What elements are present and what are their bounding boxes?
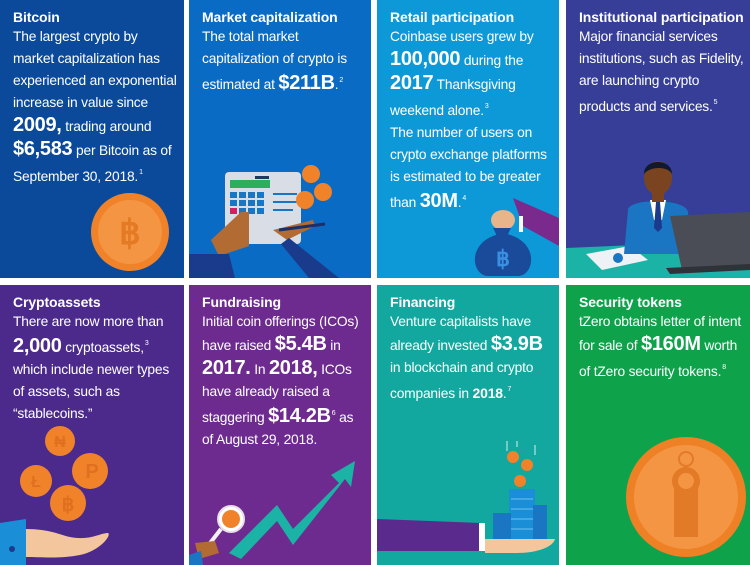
footnote-marker: 1 [139, 169, 143, 176]
panel-body: Major financial services institutions, s… [579, 26, 746, 118]
security-token-coin-icon [626, 437, 746, 557]
panel-text: Financing Venture capitalists have alrea… [390, 293, 555, 405]
panel-text: Fundraising Initial coin offerings (ICOs… [202, 293, 367, 451]
highlight-value: $5.4B [274, 333, 327, 355]
panel-title: Market capitalization [202, 9, 338, 25]
panel-fundraising: Fundraising Initial coin offerings (ICOs… [189, 285, 371, 565]
panel-financing: Financing Venture capitalists have alrea… [377, 285, 559, 565]
highlight-value: $3.9B [490, 333, 543, 355]
highlight-year: 2009, [13, 114, 62, 136]
panel-body: Initial coin offerings (ICOs) have raise… [202, 311, 367, 451]
body-text: per Bitcoin as of September 30, 2018. [13, 143, 172, 184]
footnote-marker: 6 [331, 410, 336, 417]
panel-text: Market capitalization The total market c… [202, 8, 367, 96]
panel-title: Bitcoin [13, 9, 60, 25]
body-text: . [334, 77, 339, 92]
body-text: In [250, 362, 269, 377]
body-text: which include newer types of assets, suc… [13, 362, 170, 421]
footnote-marker: 8 [722, 364, 726, 371]
body-text: worth of tZero security tokens. [579, 338, 738, 379]
panel-market-capitalization: Market capitalization The total market c… [189, 0, 371, 278]
highlight-price: $6,583 [13, 138, 73, 160]
panel-security-tokens: Security tokens tZero obtains letter of … [566, 285, 750, 565]
body-text: . [502, 386, 507, 401]
body-text: Thanksgiving weekend alone. [390, 77, 516, 118]
growth-arrow-magnifier-icon [189, 461, 355, 565]
panel-text: Institutional participation Major financ… [579, 8, 746, 118]
bitcoin-coin-icon: ฿ [91, 193, 169, 271]
panel-title: Financing [390, 294, 456, 310]
highlight-value: $160M [641, 333, 701, 355]
highlight-value: $14.2B [268, 405, 331, 427]
body-text: cryptoassets, [61, 340, 144, 355]
svg-text:฿: ฿ [119, 214, 141, 252]
body-text: The largest crypto by market capitalizat… [13, 29, 177, 110]
body-text: Venture capitalists have already investe… [390, 314, 531, 353]
panel-title: Fundraising [202, 294, 282, 310]
body-text: . [457, 195, 462, 210]
panel-text: Cryptoassets There are now more than 2,0… [13, 293, 180, 425]
body-text: ICOs have already raised a staggering [202, 362, 352, 425]
body-text: as of August 29, 2018. [202, 410, 354, 447]
body-text: The total market capitalization of crypt… [202, 29, 347, 92]
svg-text:P: P [85, 461, 98, 483]
svg-text:Ł: Ł [31, 474, 41, 491]
panel-text: Retail participation Coinbase users grew… [390, 8, 555, 214]
body-text: trading around [61, 119, 152, 134]
panel-title: Institutional participation [579, 9, 744, 25]
body-text: during the [460, 53, 524, 68]
panel-text: Bitcoin The largest crypto by market cap… [13, 8, 180, 188]
svg-text:฿: ฿ [62, 494, 75, 516]
highlight-year: 2018, [268, 357, 318, 379]
body-text: Major financial services institutions, s… [579, 29, 744, 114]
panel-bitcoin: Bitcoin The largest crypto by market cap… [0, 0, 184, 278]
highlight-users: 100,000 [390, 48, 461, 70]
body-text: in blockchain and crypto companies in [390, 360, 534, 401]
panel-title: Cryptoassets [13, 294, 101, 310]
highlight-year: 2018 [472, 385, 504, 401]
panel-title: Security tokens [579, 294, 682, 310]
panel-body: Venture capitalists have already investe… [390, 311, 555, 405]
highlight-users-total: 30M [419, 190, 458, 212]
body-text: There are now more than [13, 314, 164, 329]
footnote-marker: 3 [484, 103, 489, 110]
body-text: tZero obtains letter of intent for sale … [579, 314, 741, 353]
panel-body: There are now more than 2,000 cryptoasse… [13, 311, 180, 425]
svg-text:฿: ฿ [496, 246, 510, 271]
body-text: Coinbase users grew by [390, 29, 534, 44]
highlight-year: 2017. [202, 357, 251, 379]
panel-body: The largest crypto by market capitalizat… [13, 26, 180, 188]
highlight-count: 2,000 [13, 335, 62, 357]
body-text: The number of users on crypto exchange p… [390, 125, 547, 210]
panel-text: Security tokens tZero obtains letter of … [579, 293, 746, 383]
body-text: in [326, 338, 341, 353]
panel-cryptoassets: Cryptoassets There are now more than 2,0… [0, 285, 184, 565]
footnote-marker: 7 [507, 386, 512, 393]
calculator-hands-icon [189, 165, 339, 278]
panel-body: Coinbase users grew by 100,000 during th… [390, 26, 555, 214]
panel-title: Retail participation [390, 9, 515, 25]
coins-over-hand-icon: ₦ Ł P ฿ [0, 426, 109, 565]
footnote-marker: 5 [713, 99, 718, 106]
panel-body: The total market capitalization of crypt… [202, 26, 367, 96]
bitcoin-money-bag-icon: ฿ [474, 198, 559, 276]
businessman-laptop-icon [566, 161, 750, 278]
footnote-marker: 3 [144, 340, 149, 347]
building-on-hand-icon [377, 441, 555, 553]
footnote-marker: 4 [462, 195, 467, 202]
body-text: Initial coin offerings (ICOs) have raise… [202, 314, 359, 353]
highlight-year: 2017 [390, 72, 434, 94]
footnote-marker: 2 [339, 77, 344, 84]
svg-text:₦: ₦ [54, 434, 66, 451]
panel-institutional-participation: Institutional participation Major financ… [566, 0, 750, 278]
highlight-value: $211B [278, 72, 335, 94]
panel-retail-participation: Retail participation Coinbase users grew… [377, 0, 559, 278]
panel-body: tZero obtains letter of intent for sale … [579, 311, 746, 383]
